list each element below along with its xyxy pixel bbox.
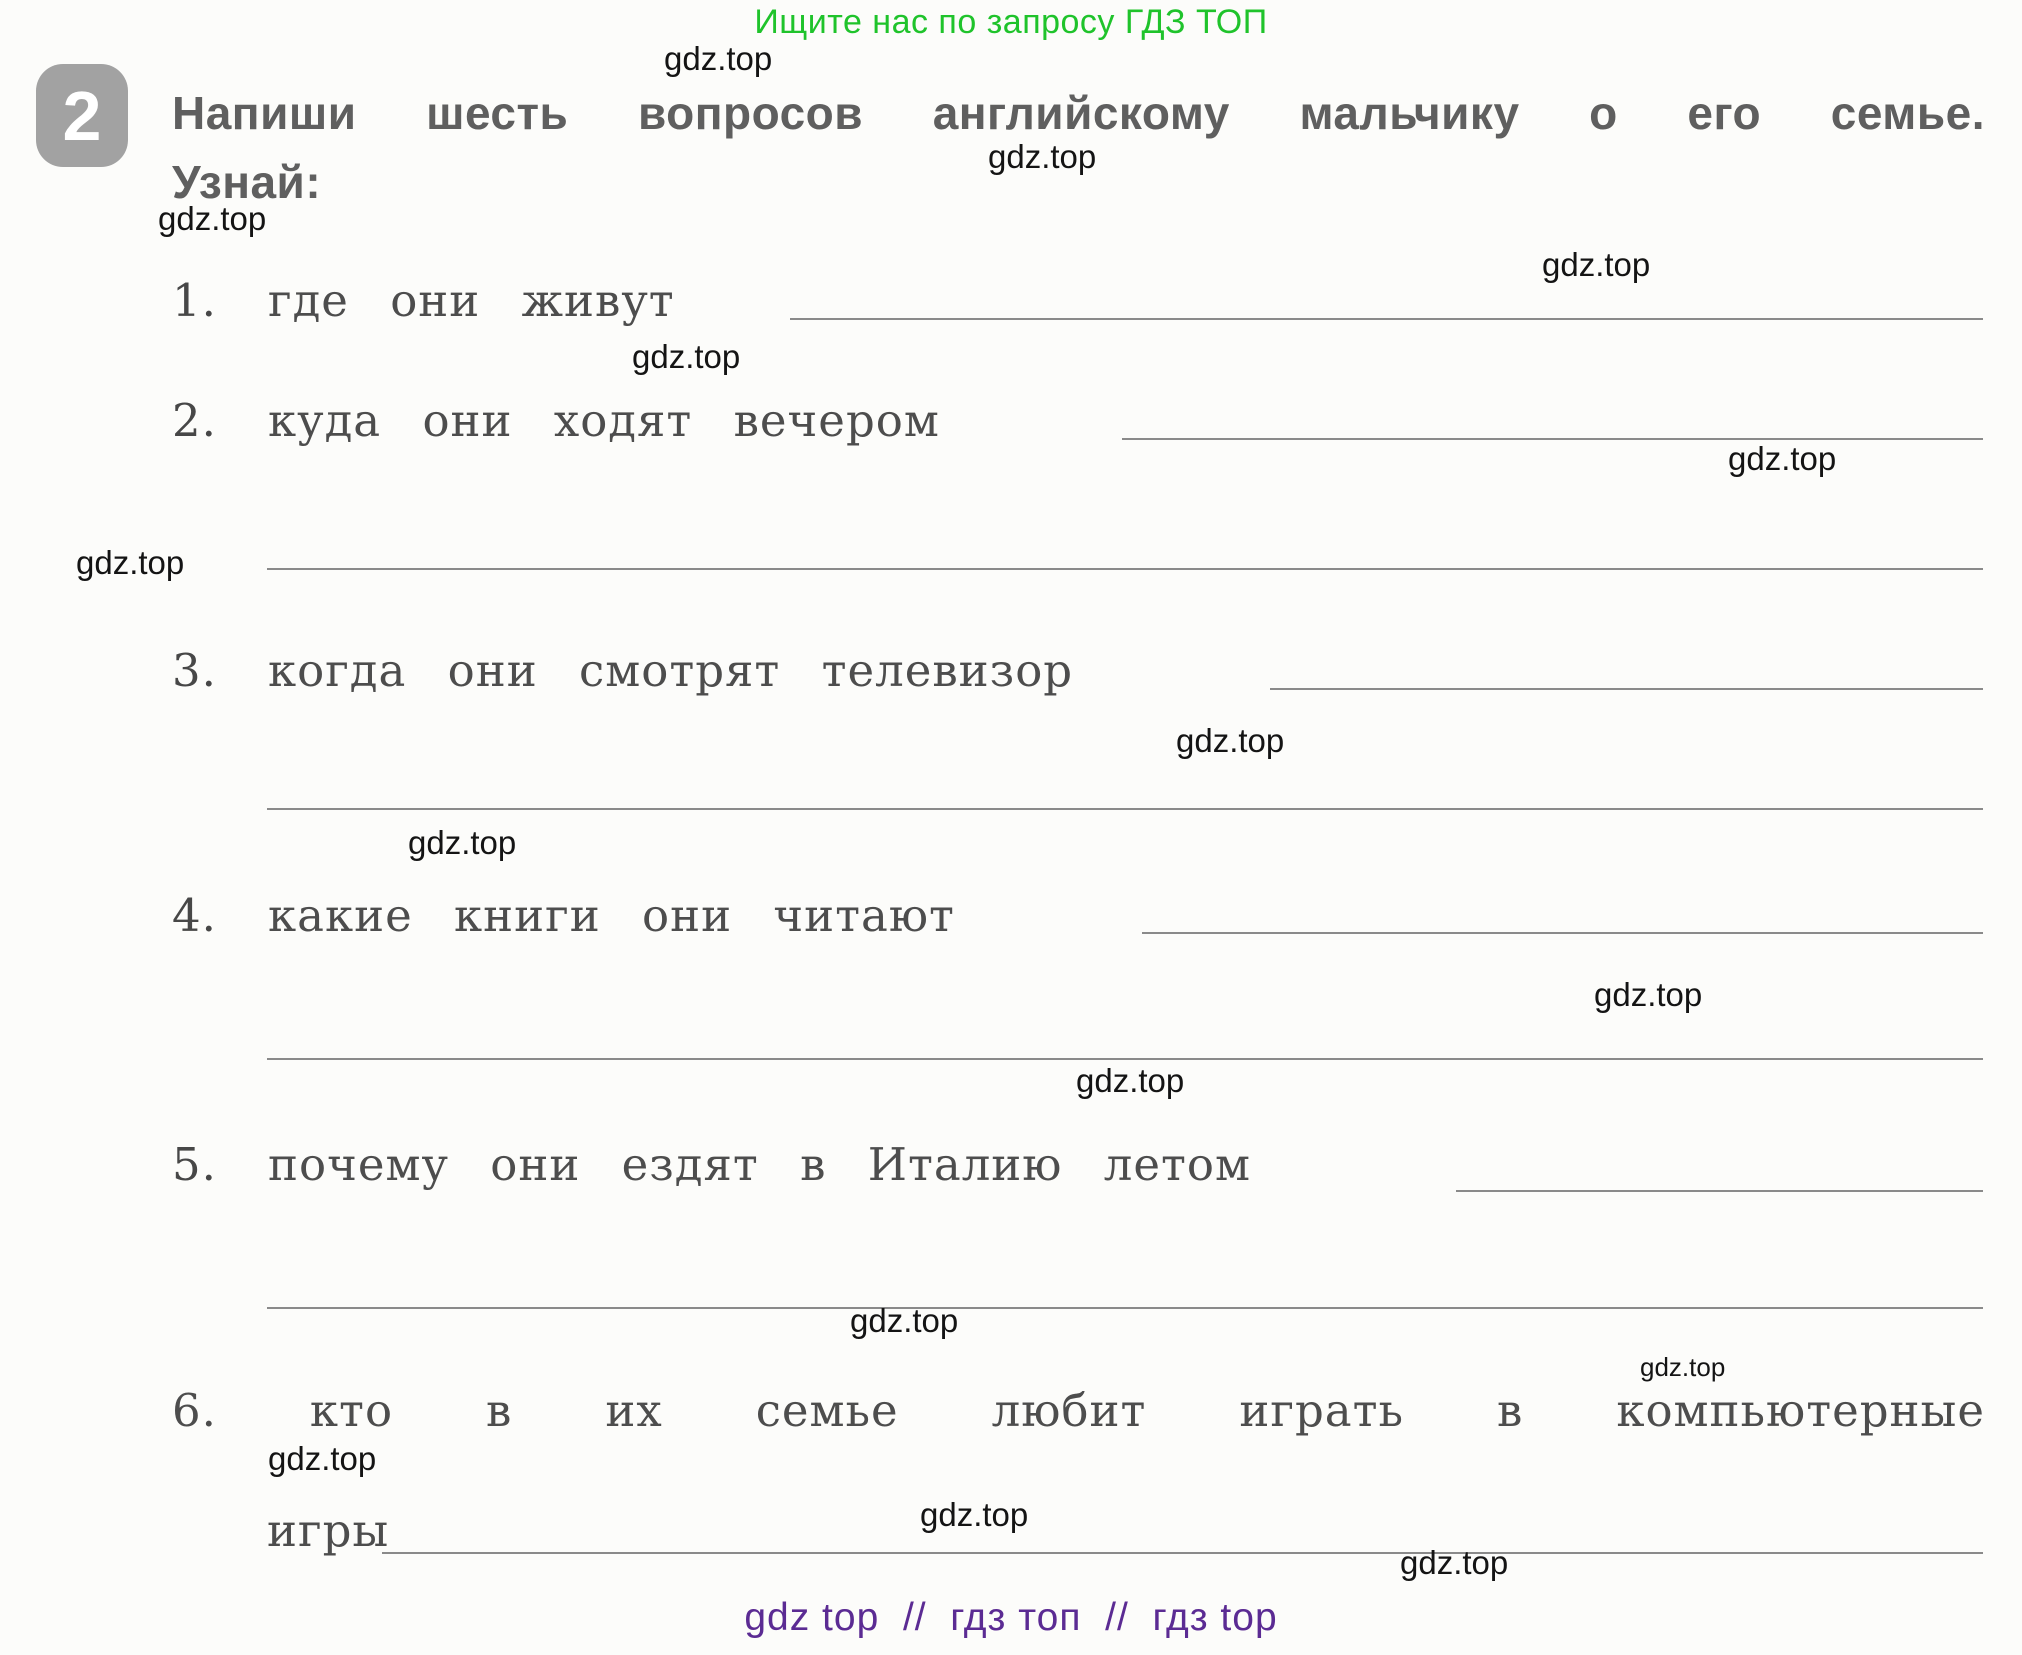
answer-line-3 <box>1270 688 1983 690</box>
watermark: gdz.top <box>1640 1352 1726 1382</box>
watermark: gdz.top <box>268 1440 377 1477</box>
watermark: gdz.top <box>1076 1062 1185 1099</box>
answer-line-2 <box>1122 438 1983 440</box>
question-item-1: 1. где они живут <box>172 274 1985 327</box>
answer-line-3-continuation <box>267 808 1983 810</box>
question-item-2: 2. куда они ходят вечером <box>172 394 1985 447</box>
item-number: 6. <box>172 1384 217 1437</box>
watermark: gdz.top <box>76 544 185 581</box>
answer-line-4-continuation <box>267 1058 1983 1060</box>
answer-line-5 <box>1456 1190 1983 1192</box>
promo-header: Ищите нас по запросу ГДЗ ТОП <box>754 3 1268 41</box>
item-number: 1. <box>172 274 217 327</box>
watermark: gdz.top <box>664 40 773 77</box>
question-item-4: 4. какие книги они читают <box>172 889 1985 942</box>
question-item-3: 3. когда они смотрят телевизор <box>172 644 1985 697</box>
answer-line-1 <box>790 318 1983 320</box>
exercise-number-badge: 2 <box>36 64 128 167</box>
task-text-line-1: Напиши шесть вопросов английскому мальчику о е… <box>172 87 1985 139</box>
item-text: где они живут <box>268 274 675 327</box>
item-text: какие книги они читают <box>268 889 955 942</box>
watermark: gdz.top <box>1594 976 1703 1013</box>
item-number: 2. <box>172 394 217 447</box>
watermark: gdz.top <box>158 200 267 237</box>
watermark: gdz.top <box>1400 1544 1509 1581</box>
item-number: 4. <box>172 889 217 942</box>
watermark: gdz.top <box>920 1496 1029 1533</box>
question-item-6: 6. кто в их семье любит играть в компьютерные <box>172 1384 1985 1437</box>
question-item-5: 5. почему они ездят в Италию летом <box>172 1138 1985 1191</box>
watermark: gdz.top <box>850 1302 959 1339</box>
watermark: gdz.top <box>1176 722 1285 759</box>
footer-credits: gdz top // гдз топ // гдз top <box>744 1596 1278 1639</box>
item-text: почему они ездят в Италию летом <box>268 1138 1251 1191</box>
item-number: 5. <box>172 1138 217 1191</box>
exercise-number: 2 <box>62 76 102 155</box>
item-text-continuation: игры <box>267 1504 390 1557</box>
watermark: gdz.top <box>1728 440 1837 477</box>
answer-line-2-continuation <box>267 568 1983 570</box>
answer-line-6 <box>382 1552 1983 1554</box>
watermark: gdz.top <box>632 338 741 375</box>
watermark: gdz.top <box>1542 246 1651 283</box>
item-number: 3. <box>172 644 217 697</box>
watermark: gdz.top <box>408 824 517 861</box>
item-text: когда они смотрят телевизор <box>268 644 1074 697</box>
answer-line-4 <box>1142 932 1983 934</box>
item-text: куда они ходят вечером <box>268 394 940 447</box>
watermark: gdz.top <box>988 138 1097 175</box>
answer-line-5-continuation <box>267 1307 1983 1309</box>
task-text-line-2: Узнай: <box>172 156 322 208</box>
